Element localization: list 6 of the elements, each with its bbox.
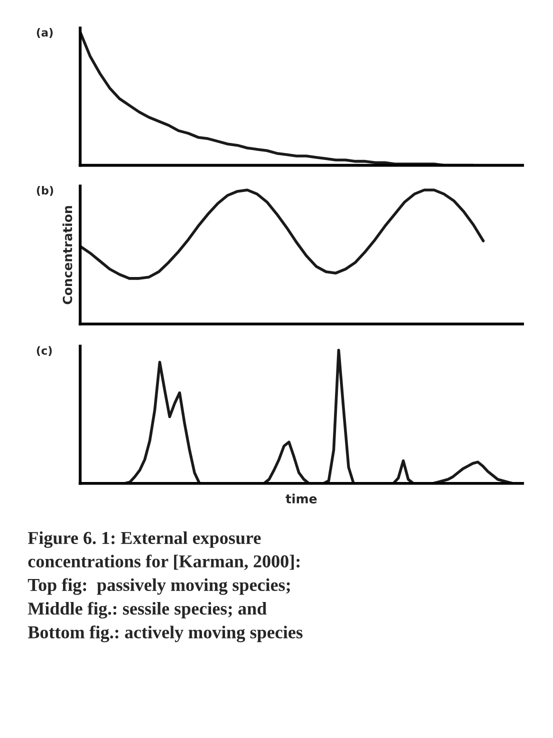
text: (c): [36, 346, 52, 356]
text: (a): [36, 28, 53, 38]
text: (b): [36, 186, 54, 196]
x-axis-title: time: [286, 494, 317, 504]
y-axis-title: Concentration: [62, 206, 72, 304]
caption: Figure 6. 1: External exposure concentrations for [Karman, 2000]: Top fig: passively moving species; Middle fig.: sessile species; and Bottom fig.: actively moving species: [28, 531, 302, 642]
